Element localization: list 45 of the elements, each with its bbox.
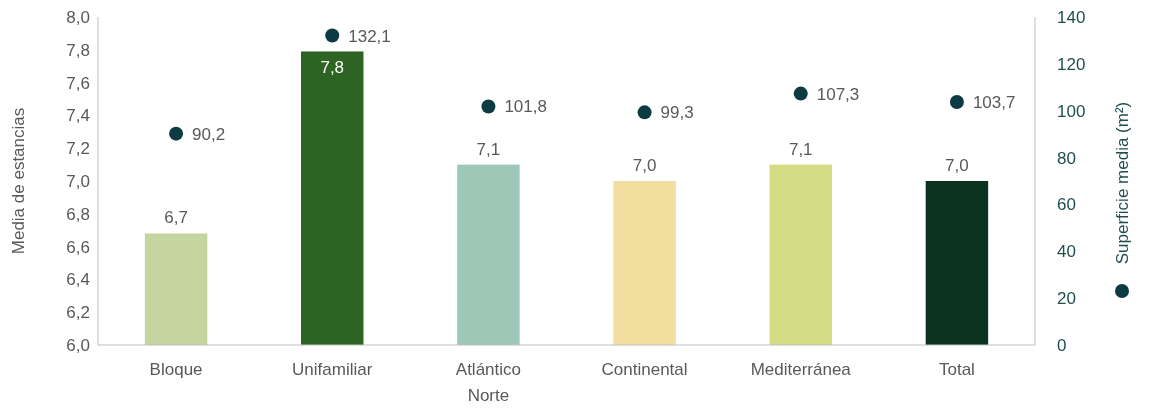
y-tick-label: 6,6 xyxy=(66,237,90,257)
y-tick-label: 6,2 xyxy=(66,303,90,323)
x-tick-label: Mediterránea xyxy=(750,360,852,379)
point xyxy=(169,126,184,141)
y-tick-label: 7,0 xyxy=(66,171,90,191)
y2-tick-label: 120 xyxy=(1057,54,1086,74)
y-tick-label: 6,4 xyxy=(66,270,90,290)
y-tick-label: 6,8 xyxy=(66,204,90,224)
data-label: 90,2 xyxy=(192,124,226,144)
y-axis-title: Media de estancias xyxy=(9,107,28,255)
y-tick-label: 7,6 xyxy=(66,73,90,93)
data-label: 103,7 xyxy=(972,93,1016,113)
point xyxy=(949,95,964,110)
y2-tick-label: 100 xyxy=(1057,101,1086,121)
y-tick-label: 8,0 xyxy=(66,7,90,27)
y-tick-label: 6,0 xyxy=(66,335,90,355)
data-label: 7,8 xyxy=(320,58,345,78)
y2-tick-label: 0 xyxy=(1057,335,1067,355)
data-label: 99,3 xyxy=(660,103,694,123)
data-label: 7,1 xyxy=(788,139,813,159)
y2-tick-label: 60 xyxy=(1057,195,1076,215)
data-label: 7,0 xyxy=(945,156,969,175)
data-label: 132,1 xyxy=(348,26,391,46)
y2-axis-title: Superficie media (m²) xyxy=(1113,101,1132,265)
data-label: 107,3 xyxy=(816,84,860,104)
x-tick-label: Total xyxy=(938,360,975,379)
data-label: 7,1 xyxy=(476,139,501,159)
point xyxy=(637,105,652,120)
y2-tick-label: 20 xyxy=(1057,289,1076,309)
point xyxy=(325,28,340,43)
y-tick-label: 7,2 xyxy=(66,139,90,159)
data-label: 101,8 xyxy=(504,97,547,117)
data-label: 6,7 xyxy=(164,208,188,228)
x-tick-label: Continental xyxy=(601,360,688,379)
data-label: 7,0 xyxy=(632,156,657,175)
x-tick-label: Bloque xyxy=(149,360,203,379)
y2-tick-label: 40 xyxy=(1057,242,1076,262)
x-tick-label: Atlántico Norte xyxy=(455,360,522,405)
y-tick-label: 7,8 xyxy=(66,40,90,60)
x-tick-label: Unifamiliar xyxy=(292,360,373,379)
y2-tick-label: 140 xyxy=(1057,7,1086,27)
y-tick-label: 7,4 xyxy=(66,106,90,126)
y2-tick-label: 80 xyxy=(1057,148,1076,168)
point xyxy=(793,86,808,101)
point xyxy=(481,99,496,114)
